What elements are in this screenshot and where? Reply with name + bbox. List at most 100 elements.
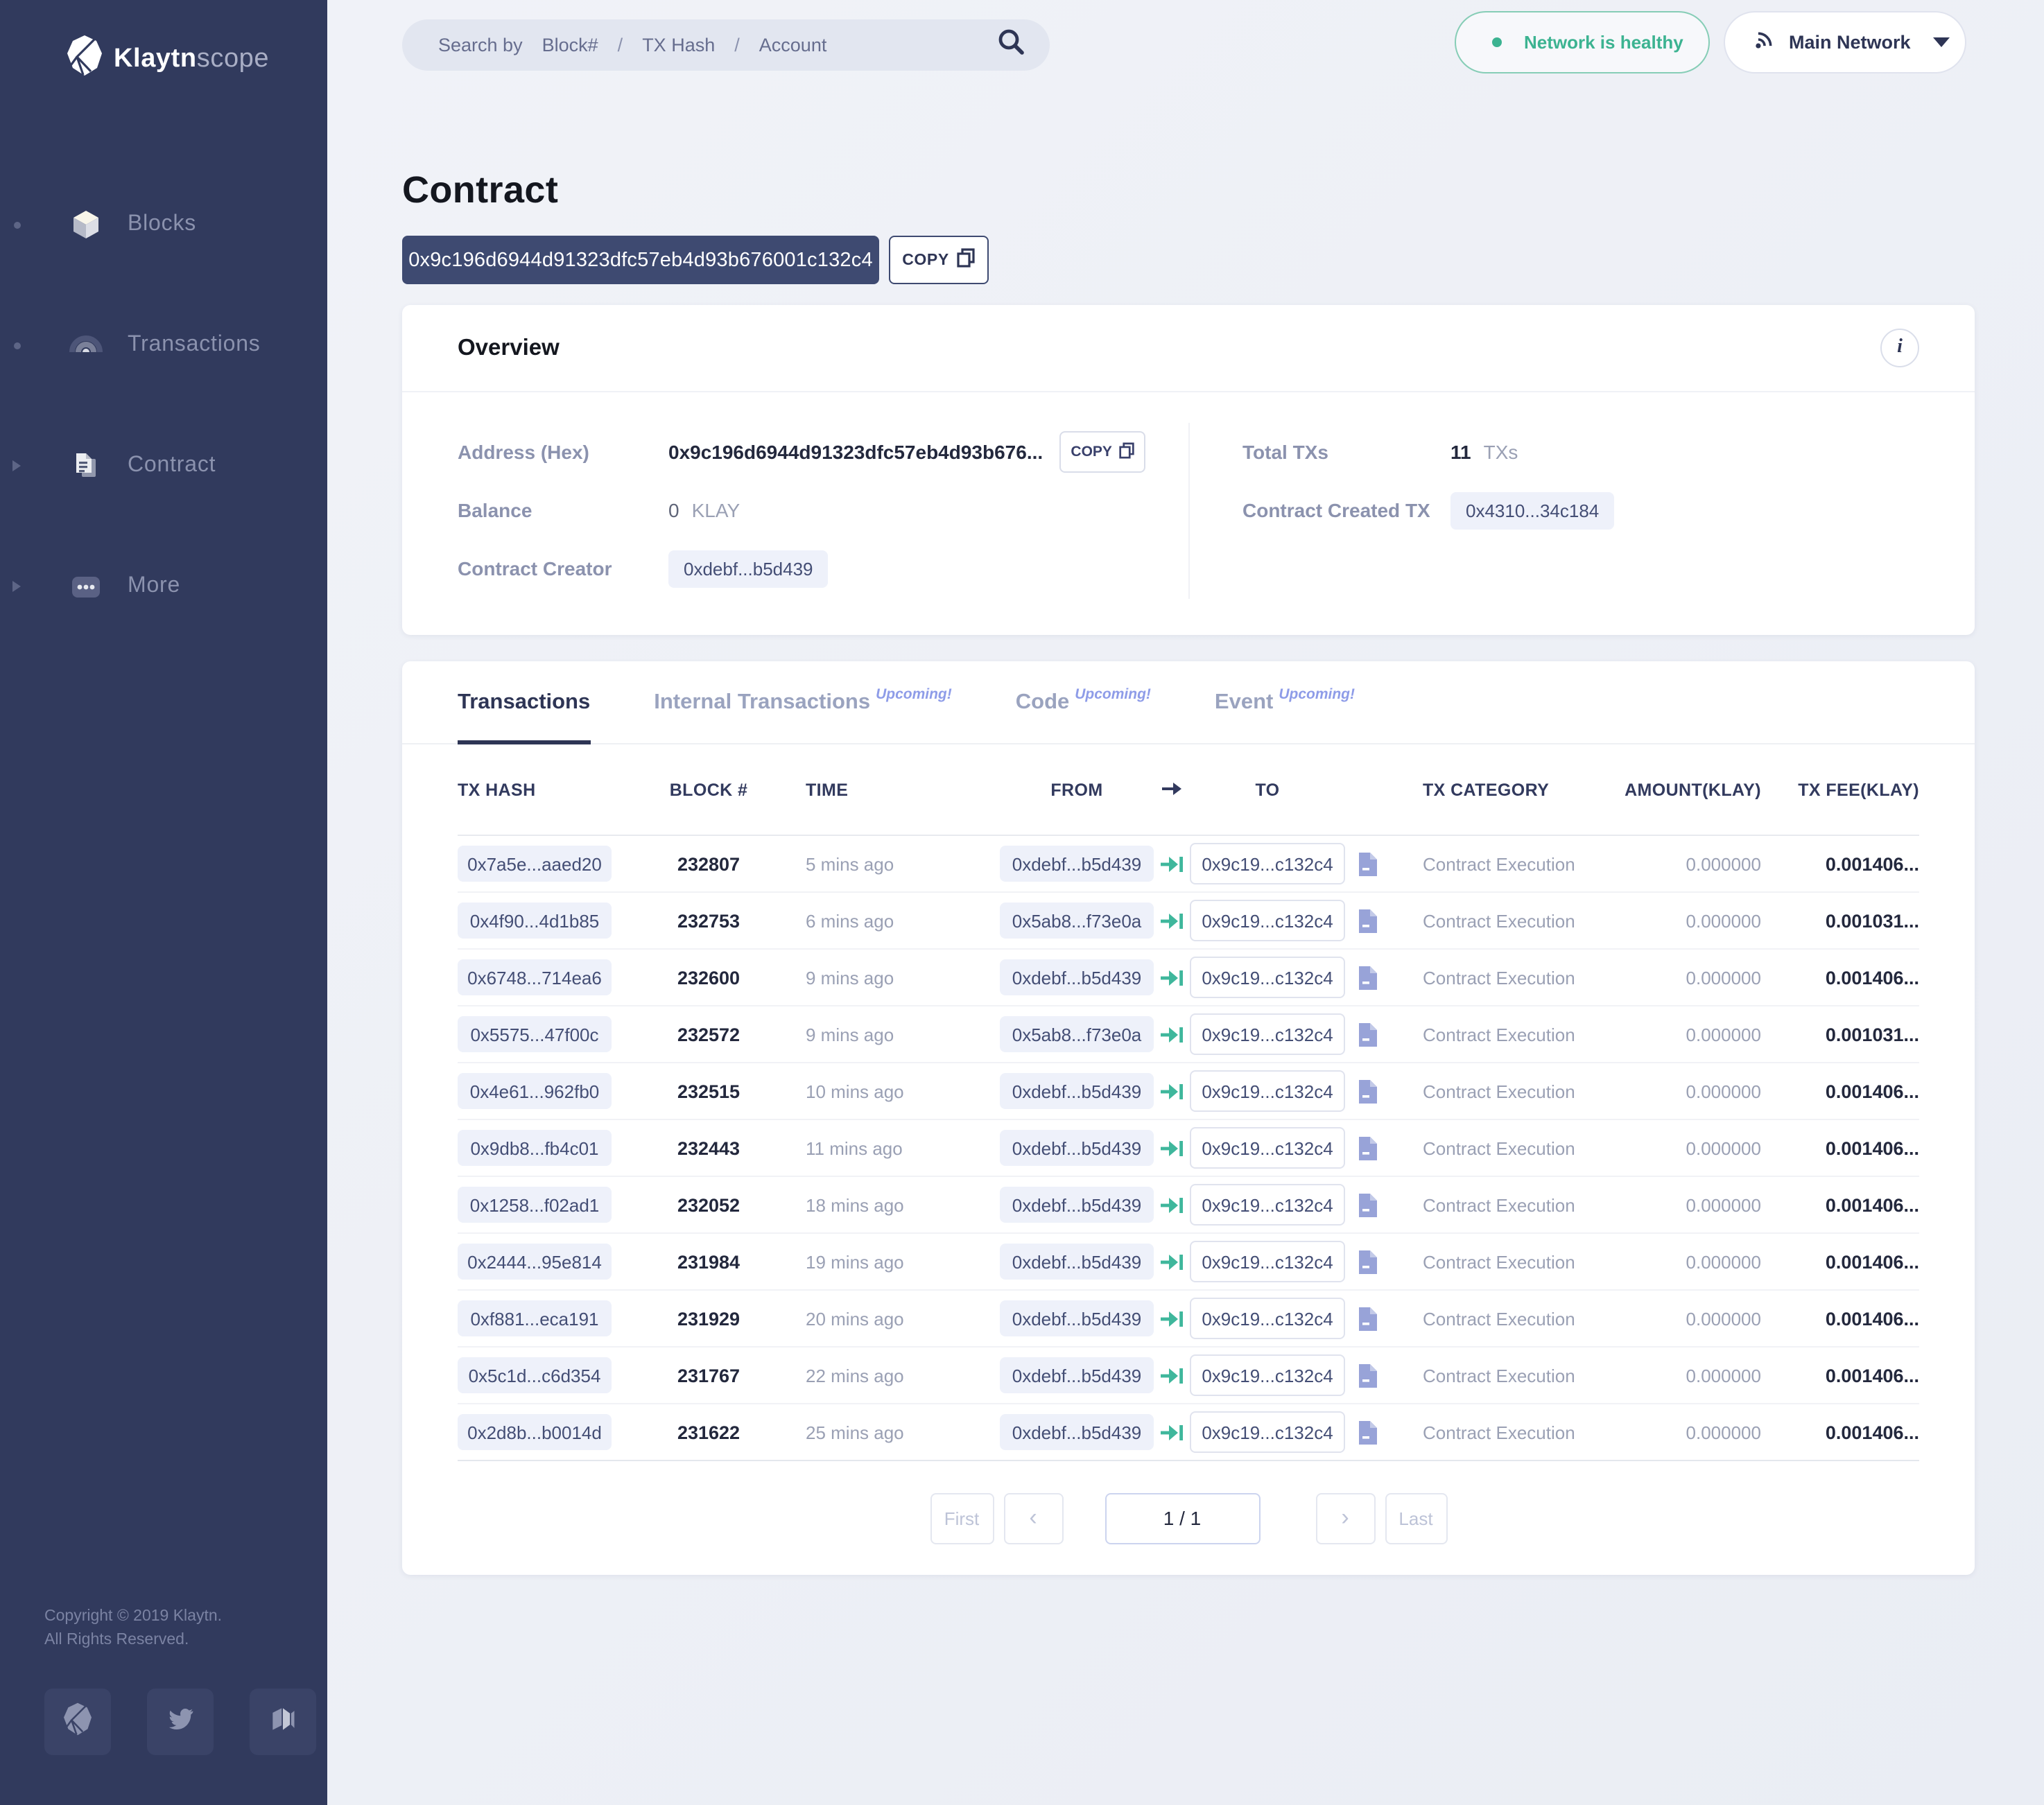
- from-address-link[interactable]: 0xdebf...b5d439: [1000, 846, 1154, 882]
- sidebar-item-label: Transactions: [128, 333, 261, 356]
- search-icon[interactable]: [997, 28, 1025, 62]
- block-number[interactable]: 232443: [677, 1137, 740, 1158]
- block-number[interactable]: 231984: [677, 1251, 740, 1272]
- twitter-social-button[interactable]: [147, 1689, 214, 1755]
- page-title: Contract: [402, 169, 559, 211]
- to-address-link[interactable]: 0x9c19...c132c4: [1190, 1354, 1345, 1396]
- from-address-link[interactable]: 0xdebf...b5d439: [1000, 1357, 1154, 1393]
- sidebar-item-contract[interactable]: Contract: [0, 433, 327, 499]
- tx-fee: 0.001406...: [1825, 967, 1919, 988]
- to-address-link[interactable]: 0x9c19...c132c4: [1190, 1411, 1345, 1453]
- sidebar-item-transactions[interactable]: Transactions: [0, 312, 327, 378]
- block-number[interactable]: 232807: [677, 853, 740, 874]
- tx-fee: 0.001406...: [1825, 1422, 1919, 1442]
- from-address-link[interactable]: 0xdebf...b5d439: [1000, 1187, 1154, 1223]
- block-number[interactable]: 232572: [677, 1024, 740, 1045]
- copyright-text: Copyright © 2019 Klaytn. All Rights Rese…: [44, 1607, 223, 1648]
- network-selector[interactable]: Main Network: [1724, 11, 1966, 73]
- tx-hash-link[interactable]: 0x5575...47f00c: [458, 1016, 612, 1052]
- first-page-button[interactable]: First: [930, 1492, 994, 1544]
- to-address-link[interactable]: 0x9c19...c132c4: [1190, 1241, 1345, 1282]
- sidebar-item-label: Blocks: [128, 212, 197, 236]
- to-address-link[interactable]: 0x9c19...c132c4: [1190, 1298, 1345, 1339]
- tx-fee: 0.001406...: [1825, 1137, 1919, 1158]
- tx-hash-link[interactable]: 0xf881...eca191: [458, 1300, 612, 1336]
- created-tx-link[interactable]: 0x4310...34c184: [1450, 491, 1615, 529]
- from-address-link[interactable]: 0x5ab8...f73e0a: [1000, 1016, 1154, 1052]
- sidebar-item-blocks[interactable]: Blocks: [0, 191, 327, 258]
- address-hex-row: Address (Hex) 0x9c196d6944d91323dfc57eb4…: [458, 423, 1188, 481]
- to-address-link[interactable]: 0x9c19...c132c4: [1190, 1184, 1345, 1226]
- contract-file-icon: [1345, 1021, 1378, 1047]
- tx-hash-link[interactable]: 0x7a5e...aaed20: [458, 846, 612, 882]
- block-number[interactable]: 232515: [677, 1081, 740, 1101]
- tab-transactions[interactable]: Transactions: [458, 690, 590, 744]
- balance-value: 0: [668, 499, 679, 521]
- from-address-link[interactable]: 0x5ab8...f73e0a: [1000, 902, 1154, 939]
- to-address-link[interactable]: 0x9c19...c132c4: [1190, 957, 1345, 998]
- block-number[interactable]: 231767: [677, 1365, 740, 1386]
- field-label: Contract Creator: [458, 557, 612, 579]
- tab-internal-transactions[interactable]: Internal Transactions Upcoming!: [654, 686, 952, 714]
- from-address-link[interactable]: 0xdebf...b5d439: [1000, 1414, 1154, 1450]
- tab-event[interactable]: Event Upcoming!: [1214, 686, 1355, 714]
- tx-fee: 0.001406...: [1825, 1251, 1919, 1272]
- upcoming-badge: Upcoming!: [1279, 686, 1355, 703]
- last-page-button[interactable]: Last: [1385, 1492, 1447, 1544]
- block-number[interactable]: 231929: [677, 1308, 740, 1329]
- tx-category: Contract Execution: [1423, 967, 1575, 988]
- tx-hash-link[interactable]: 0x5c1d...c6d354: [458, 1357, 612, 1393]
- total-txs-unit: TXs: [1483, 441, 1518, 463]
- from-address-link[interactable]: 0xdebf...b5d439: [1000, 1073, 1154, 1109]
- from-address-link[interactable]: 0xdebf...b5d439: [1000, 1130, 1154, 1166]
- sidebar-item-more[interactable]: More: [0, 553, 327, 620]
- block-number[interactable]: 231622: [677, 1422, 740, 1442]
- prev-page-button[interactable]: ‹: [1003, 1492, 1063, 1544]
- to-address-link[interactable]: 0x9c19...c132c4: [1190, 1013, 1345, 1055]
- page-indicator: 1 / 1: [1105, 1492, 1260, 1544]
- search-input[interactable]: Search by Block# / TX Hash / Account: [402, 19, 1050, 71]
- sidebar-nav: Blocks Transactions: [0, 191, 327, 620]
- tx-amount: 0.000000: [1686, 1081, 1761, 1101]
- tx-hash-link[interactable]: 0x4e61...962fb0: [458, 1073, 612, 1109]
- tx-hash-link[interactable]: 0x2d8b...b0014d: [458, 1414, 612, 1450]
- tx-category: Contract Execution: [1423, 1365, 1575, 1386]
- copy-address-button[interactable]: COPY: [889, 236, 989, 284]
- block-number[interactable]: 232753: [677, 910, 740, 931]
- tx-time: 5 mins ago: [806, 853, 894, 874]
- tx-hash-link[interactable]: 0x9db8...fb4c01: [458, 1130, 612, 1166]
- from-address-link[interactable]: 0xdebf...b5d439: [1000, 1300, 1154, 1336]
- to-address-link[interactable]: 0x9c19...c132c4: [1190, 1070, 1345, 1112]
- tx-fee: 0.001406...: [1825, 853, 1919, 874]
- more-ellipsis-icon: [69, 570, 103, 603]
- tx-hash-link[interactable]: 0x2444...95e814: [458, 1244, 612, 1280]
- next-page-button[interactable]: ›: [1315, 1492, 1375, 1544]
- tx-time: 22 mins ago: [806, 1365, 904, 1386]
- info-button[interactable]: i: [1880, 329, 1919, 367]
- to-address-link[interactable]: 0x9c19...c132c4: [1190, 1127, 1345, 1169]
- medium-social-button[interactable]: [250, 1689, 316, 1755]
- tx-category: Contract Execution: [1423, 853, 1575, 874]
- from-address-link[interactable]: 0xdebf...b5d439: [1000, 1244, 1154, 1280]
- block-number[interactable]: 232052: [677, 1194, 740, 1215]
- tx-hash-link[interactable]: 0x6748...714ea6: [458, 959, 612, 995]
- tx-hash-link[interactable]: 0x4f90...4d1b85: [458, 902, 612, 939]
- col-amount: AMOUNT(KLAY): [1625, 780, 1761, 799]
- expand-arrow-icon: [0, 581, 33, 592]
- to-address-link[interactable]: 0x9c19...c132c4: [1190, 900, 1345, 941]
- arrow-right-icon: [1154, 1423, 1190, 1441]
- balance-unit: KLAY: [691, 499, 740, 521]
- tx-category: Contract Execution: [1423, 910, 1575, 931]
- table-row: 0x7a5e...aaed20 232807 5 mins ago 0xdebf…: [458, 836, 1919, 893]
- contract-document-icon: [69, 449, 103, 482]
- tab-code[interactable]: Code Upcoming!: [1015, 686, 1151, 714]
- tx-category: Contract Execution: [1423, 1422, 1575, 1442]
- to-address-link[interactable]: 0x9c19...c132c4: [1190, 843, 1345, 884]
- klaytn-social-button[interactable]: [44, 1689, 111, 1755]
- copy-hex-button[interactable]: COPY: [1059, 431, 1146, 473]
- contract-creator-link[interactable]: 0xdebf...b5d439: [668, 550, 829, 587]
- tx-hash-link[interactable]: 0x1258...f02ad1: [458, 1187, 612, 1223]
- block-number[interactable]: 232600: [677, 967, 740, 988]
- klaytnscope-logo[interactable]: Klaytnscope: [0, 0, 327, 83]
- from-address-link[interactable]: 0xdebf...b5d439: [1000, 959, 1154, 995]
